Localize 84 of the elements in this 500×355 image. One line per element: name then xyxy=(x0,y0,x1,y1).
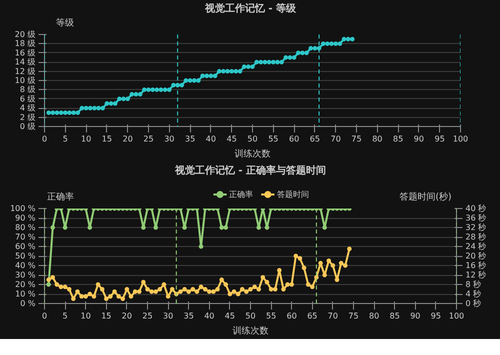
y-tick-label: 8 级 xyxy=(20,85,36,94)
x-tick-label: 85 xyxy=(393,134,404,144)
y-tick-label: 20 级 xyxy=(14,30,36,39)
y-tick-label: 90 % xyxy=(15,214,36,222)
y2-tick-label: 12 秒 xyxy=(466,270,486,280)
y-tick-label: 0 % xyxy=(20,299,36,308)
y2-tick-label: 4 秒 xyxy=(466,290,482,298)
legend-label: 正确率 xyxy=(229,190,254,199)
x-tick-label: 5 xyxy=(62,312,68,320)
chart-title: 视觉工作记忆 - 正确率与答题时间 xyxy=(174,164,326,176)
x-tick-label: 75 xyxy=(348,312,359,320)
y2-tick-label: 40 秒 xyxy=(466,204,486,213)
x-tick-label: 15 xyxy=(101,312,112,320)
y2-tick-label: 32 秒 xyxy=(466,223,486,232)
y-tick-label: 16 级 xyxy=(14,48,36,58)
y2-tick-label: 8 秒 xyxy=(466,280,482,289)
x-tick-label: 25 xyxy=(143,134,154,144)
x-tick-label: 50 xyxy=(245,312,256,320)
x-tick-label: 60 xyxy=(286,312,297,320)
x-tick-label: 5 xyxy=(62,134,68,144)
x-tick-label: 70 xyxy=(330,134,341,144)
y-tick-label: 0 级 xyxy=(20,122,36,131)
x-tick-label: 80 xyxy=(372,134,382,144)
x-tick-label: 45 xyxy=(224,312,235,320)
x-tick-label: 40 xyxy=(204,312,214,320)
x-tick-label: 75 xyxy=(351,134,362,144)
y-tick-label: 2 级 xyxy=(20,112,36,122)
x-tick-label: 20 xyxy=(122,312,132,320)
y-tick-label: 12 级 xyxy=(14,66,36,76)
x-axis-title: 训练次数 xyxy=(234,148,270,160)
x-tick-label: 35 xyxy=(185,134,196,144)
x-tick-label: 0 xyxy=(42,134,48,144)
x-tick-label: 65 xyxy=(310,134,320,144)
y2-tick-label: 28 秒 xyxy=(466,232,486,242)
y-tick-label: 10 % xyxy=(15,290,36,298)
x-tick-label: 35 xyxy=(184,312,194,320)
y2-axis-title: 答题时间(秒) xyxy=(400,192,452,202)
y-tick-label: 4 级 xyxy=(20,104,36,113)
y-tick-label: 70 % xyxy=(15,232,36,242)
chart-title: 视觉工作记忆 - 等级 xyxy=(204,2,298,14)
y-tick-label: 6 级 xyxy=(20,94,36,104)
x-tick-label: 55 xyxy=(268,134,278,144)
y-tick-label: 60 % xyxy=(15,242,36,251)
x-tick-label: 60 xyxy=(289,134,300,144)
legend-label: 答题时间 xyxy=(276,190,309,199)
x-tick-label: 20 xyxy=(122,134,133,144)
x-tick-label: 30 xyxy=(163,312,174,320)
x-tick-label: 10 xyxy=(81,134,92,144)
x-axis-title: 训练次数 xyxy=(232,326,268,336)
x-tick-label: 55 xyxy=(266,312,276,320)
y-tick-label: 50 % xyxy=(15,252,36,260)
x-tick-label: 100 xyxy=(452,134,468,144)
x-tick-label: 90 xyxy=(410,312,420,320)
y-tick-label: 18 级 xyxy=(14,39,36,48)
y-axis-title: 等级 xyxy=(56,18,74,28)
y-tick-label: 30 % xyxy=(15,270,36,280)
x-tick-label: 0 xyxy=(42,312,48,320)
x-tick-label: 45 xyxy=(226,134,237,144)
y-axis-title: 正确率 xyxy=(47,192,74,202)
x-tick-label: 95 xyxy=(430,312,441,320)
x-tick-label: 90 xyxy=(414,134,424,144)
x-tick-label: 15 xyxy=(102,134,112,144)
x-tick-label: 25 xyxy=(142,312,153,320)
y2-tick-label: 20 秒 xyxy=(466,252,486,260)
y-tick-label: 40 % xyxy=(15,261,36,270)
x-tick-label: 50 xyxy=(247,134,258,144)
x-tick-label: 100 xyxy=(448,312,464,320)
y-tick-label: 80 % xyxy=(15,223,36,232)
y-tick-label: 10 级 xyxy=(14,76,36,85)
x-tick-label: 85 xyxy=(390,312,400,320)
y-tick-label: 20 % xyxy=(15,280,36,289)
y-tick-label: 14 级 xyxy=(14,58,36,67)
x-tick-label: 70 xyxy=(328,312,338,320)
y2-tick-label: 16 秒 xyxy=(466,261,486,270)
x-tick-label: 30 xyxy=(164,134,174,144)
y2-tick-label: 24 秒 xyxy=(466,242,486,251)
x-tick-label: 80 xyxy=(369,312,380,320)
x-tick-label: 65 xyxy=(307,312,318,320)
y-tick-label: 100 % xyxy=(10,204,36,213)
y2-tick-label: 36 秒 xyxy=(466,214,486,222)
y2-tick-label: 0 秒 xyxy=(466,299,482,308)
x-tick-label: 95 xyxy=(434,134,445,144)
x-tick-label: 10 xyxy=(80,312,91,320)
x-tick-label: 40 xyxy=(206,134,216,144)
